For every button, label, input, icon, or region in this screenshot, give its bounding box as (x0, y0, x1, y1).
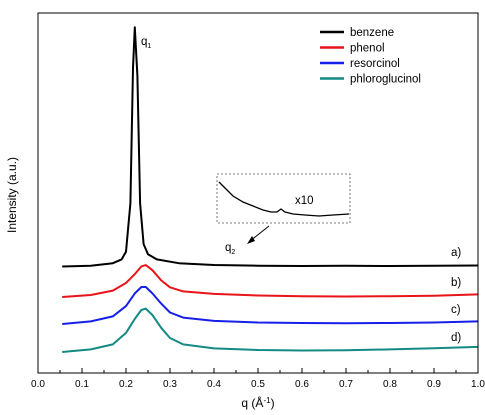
inset-x10: x10 (216, 173, 351, 224)
x-tick-label: 0.6 (295, 379, 309, 390)
q2-label: q2 (225, 242, 235, 256)
series-line-benzene (62, 26, 479, 268)
series-line-phenol (62, 264, 479, 298)
curve-label-phenol: b) (451, 277, 461, 289)
x-tick-label: 0.2 (119, 379, 133, 390)
curve-labels: a) b) c) d) (451, 247, 461, 344)
legend-label-resorcinol: resorcinol (350, 58, 400, 70)
y-axis-label: Intensity (a.u.) (5, 157, 19, 233)
curves-layer (62, 26, 479, 353)
inset-box (216, 173, 351, 224)
x-ticks: 0.0 0.1 0.2 0.3 0.4 0.5 0.6 0.7 0.8 0.9 1.0 (31, 368, 485, 390)
x-axis-label-close: ) (271, 396, 275, 410)
x-tick-label: 1.0 (471, 379, 485, 390)
x-tick-label: 0.3 (163, 379, 177, 390)
series-line-resorcinol (62, 286, 479, 325)
inset-curve (218, 181, 350, 217)
inset-label: x10 (295, 195, 314, 207)
x-axis-label-main: q (Å (241, 395, 263, 410)
q2-label-sub: 2 (231, 249, 235, 256)
x-axis-label-exponent: -1 (263, 396, 271, 405)
x-tick-label: 0.4 (207, 379, 221, 390)
curve-label-benzene: a) (451, 247, 461, 259)
x-tick-label: 0.7 (339, 379, 353, 390)
curve-label-phloroglucinol: d) (451, 332, 461, 344)
q2-label-main: q (225, 242, 231, 254)
legend-label-phloroglucinol: phloroglucinol (350, 74, 421, 86)
legend: benzene phenol resorcinol phloroglucinol (320, 27, 421, 86)
x-tick-label: 0.5 (251, 379, 265, 390)
legend-label-benzene: benzene (350, 27, 394, 39)
x-axis-label: q (Å-1) (241, 395, 274, 410)
x-tick-label: 0.1 (75, 379, 89, 390)
x-tick-label: 0.9 (427, 379, 441, 390)
curve-label-resorcinol: c) (451, 304, 461, 316)
peak-label-q1-main: q (141, 36, 147, 48)
q2-arrow-head (247, 236, 255, 244)
legend-label-phenol: phenol (350, 43, 385, 55)
series-line-phloroglucinol (62, 307, 479, 353)
x-tick-label: 0.0 (31, 379, 45, 390)
x-tick-label: 0.8 (383, 379, 397, 390)
peak-label-q1: q1 (141, 36, 151, 50)
peak-label-q1-sub: 1 (147, 43, 151, 50)
